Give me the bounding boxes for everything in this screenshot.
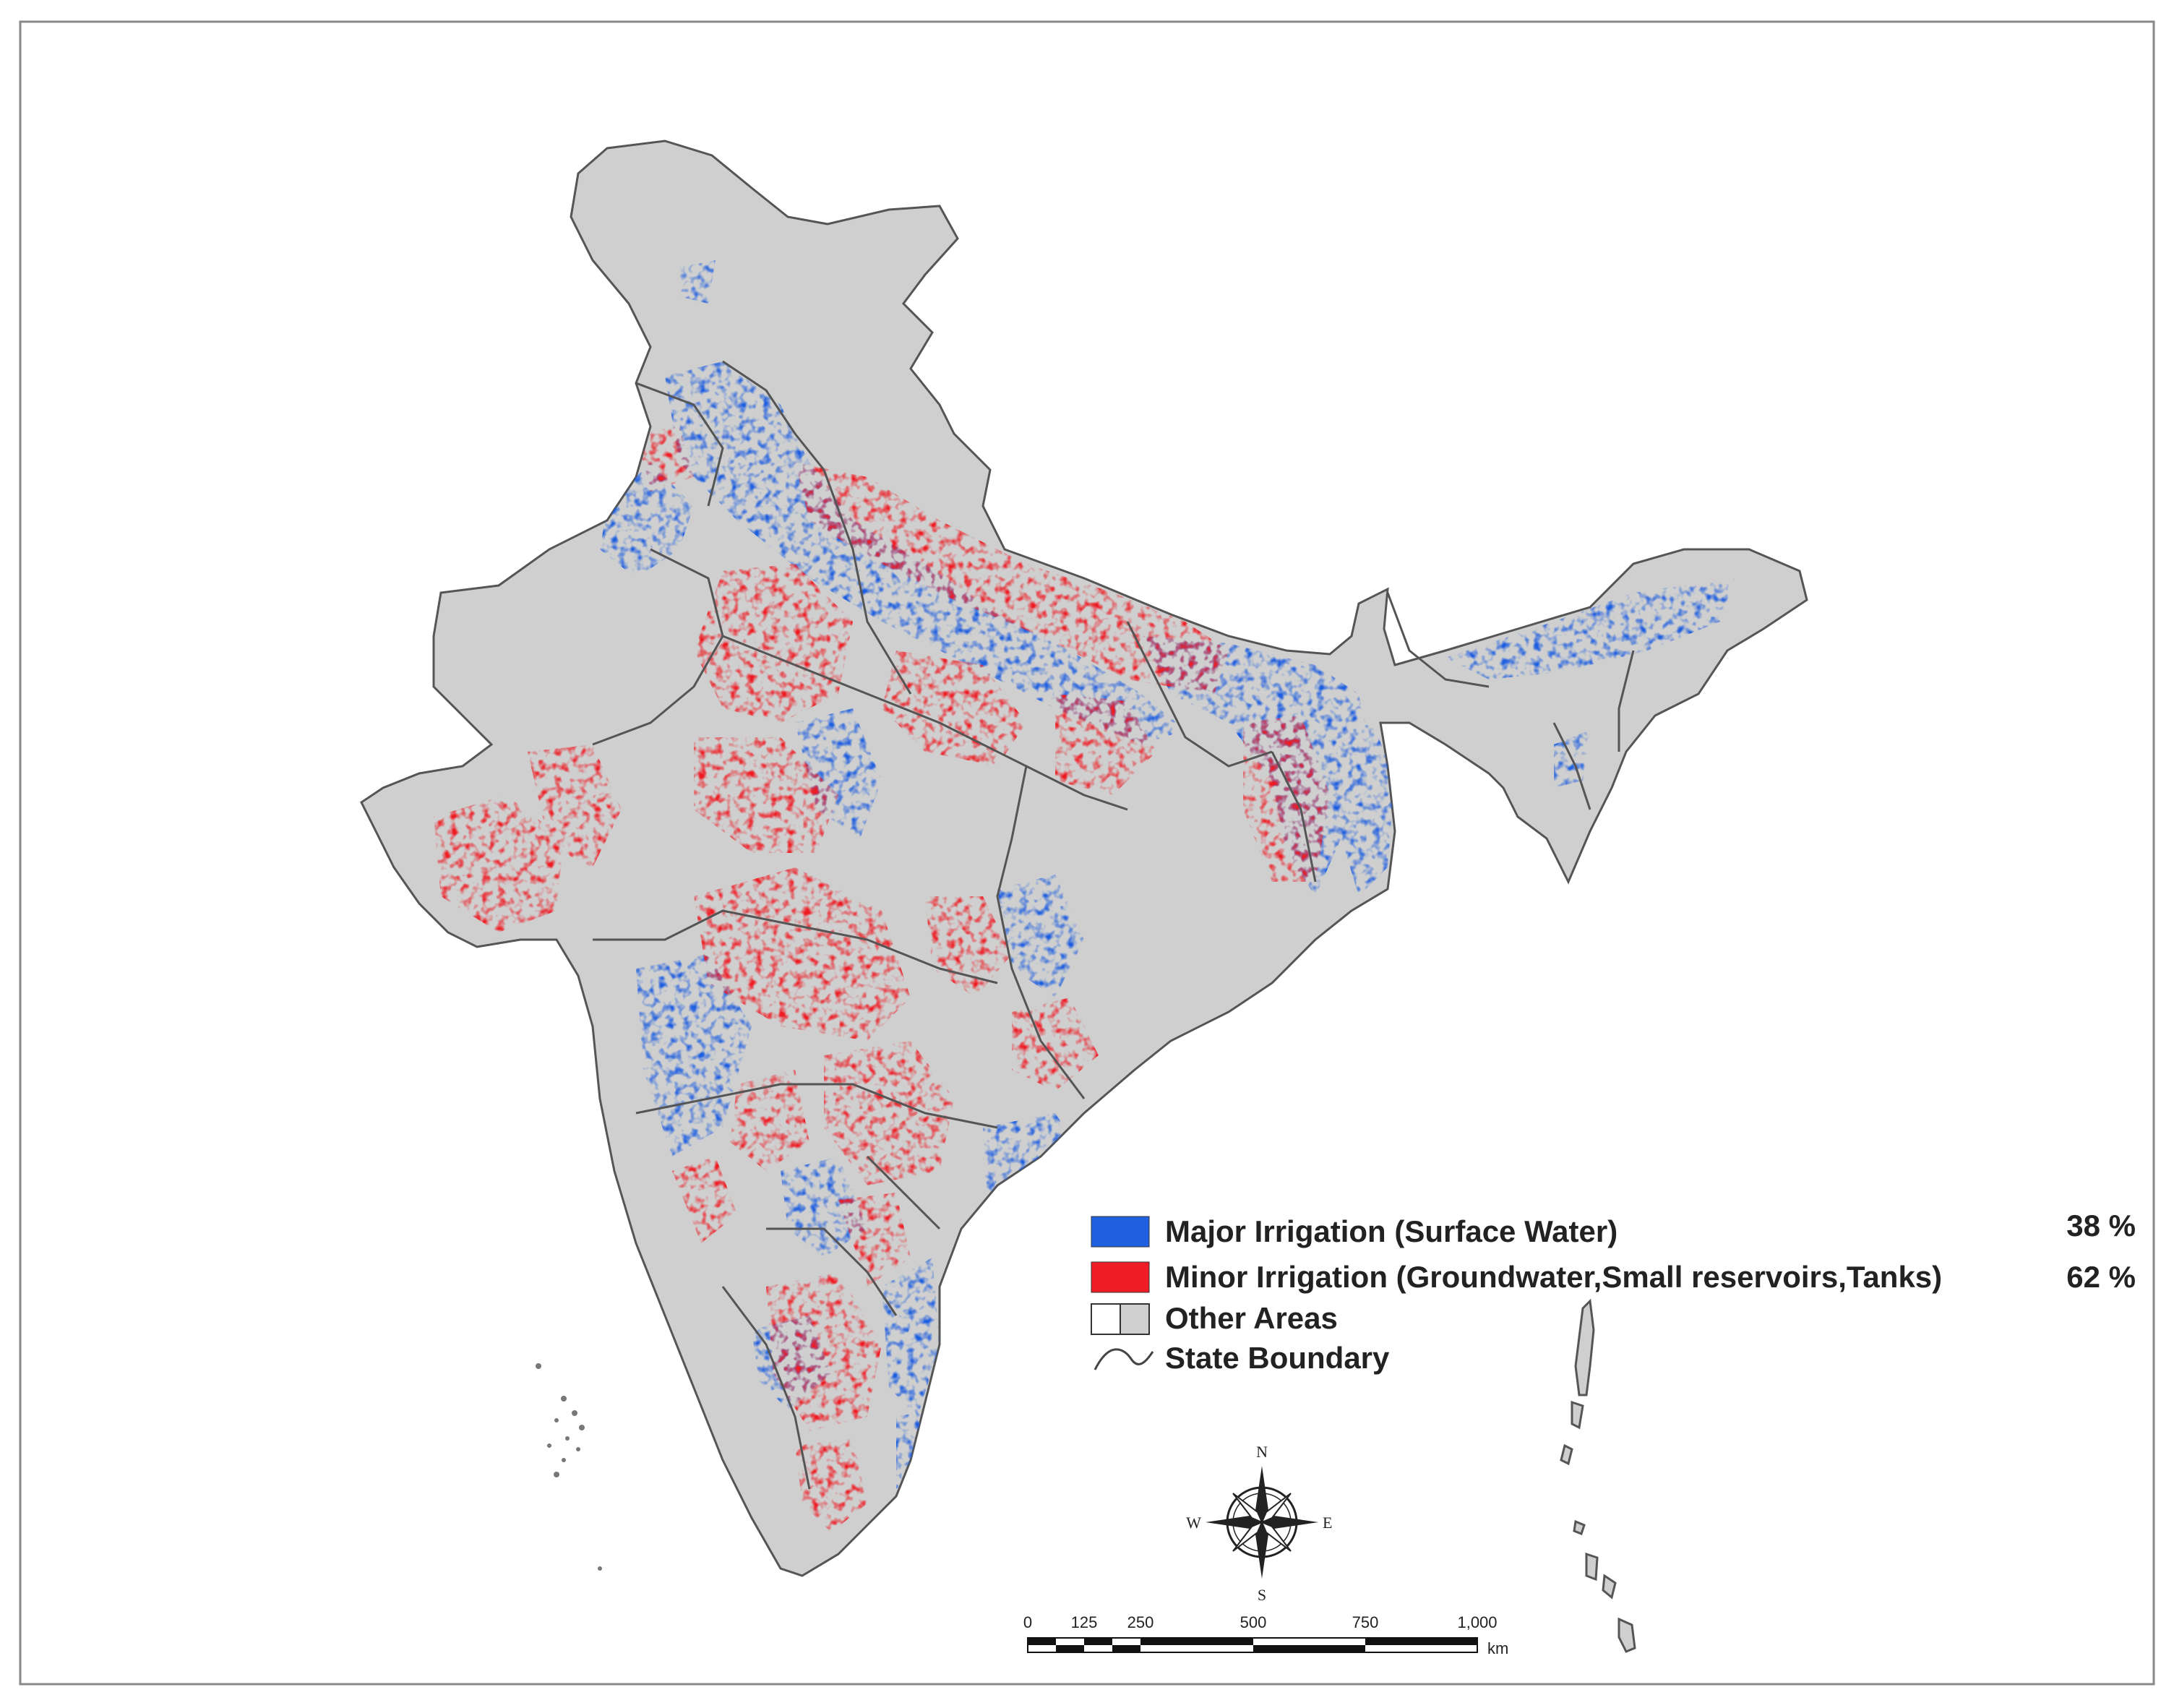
compass-w: W <box>1186 1514 1201 1532</box>
scale-unit: km <box>1487 1639 1508 1657</box>
legend: Major Irrigation (Surface Water) 38 % Mi… <box>1091 1209 2136 1375</box>
lakshadweep-islands <box>536 1363 602 1571</box>
scale-tick-500: 500 <box>1240 1613 1267 1631</box>
legend-label-major: Major Irrigation (Surface Water) <box>1165 1214 1617 1248</box>
compass-rose-icon: N S E W <box>1186 1443 1332 1604</box>
scale-tick-125: 125 <box>1071 1613 1098 1631</box>
compass-s: S <box>1258 1586 1266 1604</box>
andaman-nicobar-islands <box>1560 1298 1636 1653</box>
legend-swatch-minor <box>1091 1261 1150 1293</box>
scale-tick-0: 0 <box>1023 1613 1032 1631</box>
legend-label-boundary: State Boundary <box>1165 1341 1390 1375</box>
legend-swatch-major <box>1091 1216 1150 1248</box>
scale-tick-250: 250 <box>1127 1613 1154 1631</box>
legend-label-other: Other Areas <box>1165 1301 1338 1335</box>
legend-percent-minor: 62 % <box>2066 1260 2136 1294</box>
scale-tick-750: 750 <box>1352 1613 1379 1631</box>
map-frame <box>19 20 2155 1686</box>
scale-bar: 0 125 250 500 750 1,000 km <box>1023 1613 1508 1657</box>
legend-label-minor: Minor Irrigation (Groundwater,Small rese… <box>1165 1260 1942 1294</box>
legend-swatch-other <box>1091 1303 1150 1335</box>
compass-n: N <box>1256 1443 1268 1461</box>
compass-e: E <box>1323 1514 1332 1532</box>
scale-tick-1000: 1,000 <box>1457 1613 1497 1631</box>
minor-irrigation-areas <box>434 426 1330 1532</box>
state-boundaries <box>592 360 1635 1490</box>
legend-percent-major: 38 % <box>2066 1209 2136 1243</box>
legend-boundary-icon <box>1094 1348 1154 1370</box>
